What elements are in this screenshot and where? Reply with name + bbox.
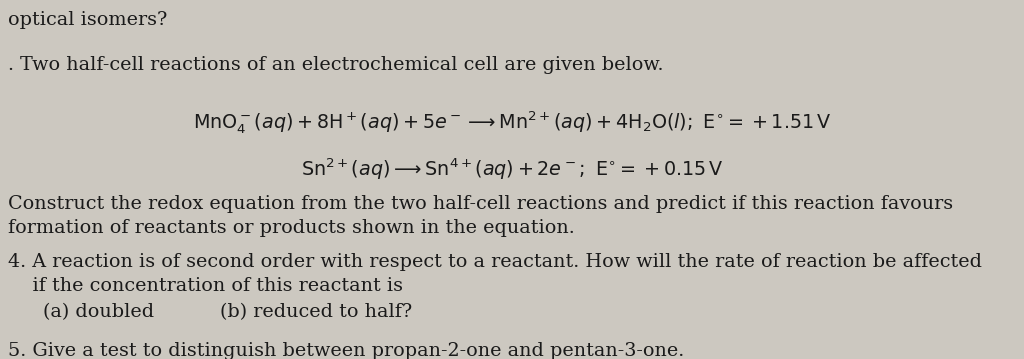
Text: $\mathrm{Sn^{2+}(\mathit{aq}) \longrightarrow Sn^{4+}(\mathit{aq}) + 2\mathit{e}: $\mathrm{Sn^{2+}(\mathit{aq}) \longright… — [301, 156, 723, 182]
Text: 5. Give a test to distinguish between propan-2-one and pentan-3-one.: 5. Give a test to distinguish between pr… — [8, 342, 684, 359]
Text: (a) doubled: (a) doubled — [43, 303, 155, 321]
Text: . Two half-cell reactions of an electrochemical cell are given below.: . Two half-cell reactions of an electroc… — [8, 56, 664, 74]
Text: optical isomers?: optical isomers? — [8, 11, 168, 29]
Text: 4. A reaction is of second order with respect to a reactant. How will the rate o: 4. A reaction is of second order with re… — [8, 253, 982, 295]
Text: (b) reduced to half?: (b) reduced to half? — [220, 303, 413, 321]
Text: Construct the redox equation from the two half-cell reactions and predict if thi: Construct the redox equation from the tw… — [8, 195, 953, 237]
Text: $\mathrm{MnO_4^-(\mathit{aq}) + 8H^+(\mathit{aq}) + 5\mathit{e}^- \longrightarro: $\mathrm{MnO_4^-(\mathit{aq}) + 8H^+(\ma… — [193, 109, 831, 136]
